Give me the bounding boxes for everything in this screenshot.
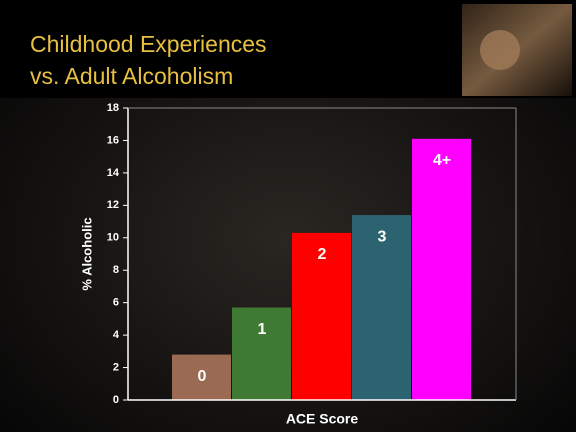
chart-title: vs. Adult Alcoholism: [30, 63, 233, 89]
bar-label: 4+: [433, 152, 451, 169]
bar: [412, 138, 471, 401]
y-tick-label: 18: [107, 102, 119, 114]
bar-label: 3: [378, 228, 387, 245]
y-tick-label: 6: [113, 297, 119, 309]
y-tick-label: 12: [107, 199, 119, 211]
y-tick-label: 8: [113, 264, 119, 276]
y-tick-label: 2: [113, 361, 119, 373]
bar-label: 1: [258, 321, 267, 338]
y-axis-label: % Alcoholic: [79, 217, 94, 290]
chart-title: Childhood Experiences: [30, 31, 267, 57]
bar: [232, 307, 291, 400]
bar-label: 0: [198, 368, 207, 385]
bar: [352, 215, 411, 400]
y-tick-label: 0: [113, 394, 119, 406]
x-axis-label: ACE Score: [286, 411, 359, 427]
bar: [172, 354, 231, 400]
y-tick-label: 10: [107, 232, 119, 244]
photo-face: [480, 30, 520, 70]
y-tick-label: 16: [107, 134, 119, 146]
bar-label: 2: [318, 246, 327, 263]
y-tick-label: 4: [113, 329, 120, 341]
y-tick-label: 14: [107, 167, 120, 179]
bar: [292, 232, 351, 400]
